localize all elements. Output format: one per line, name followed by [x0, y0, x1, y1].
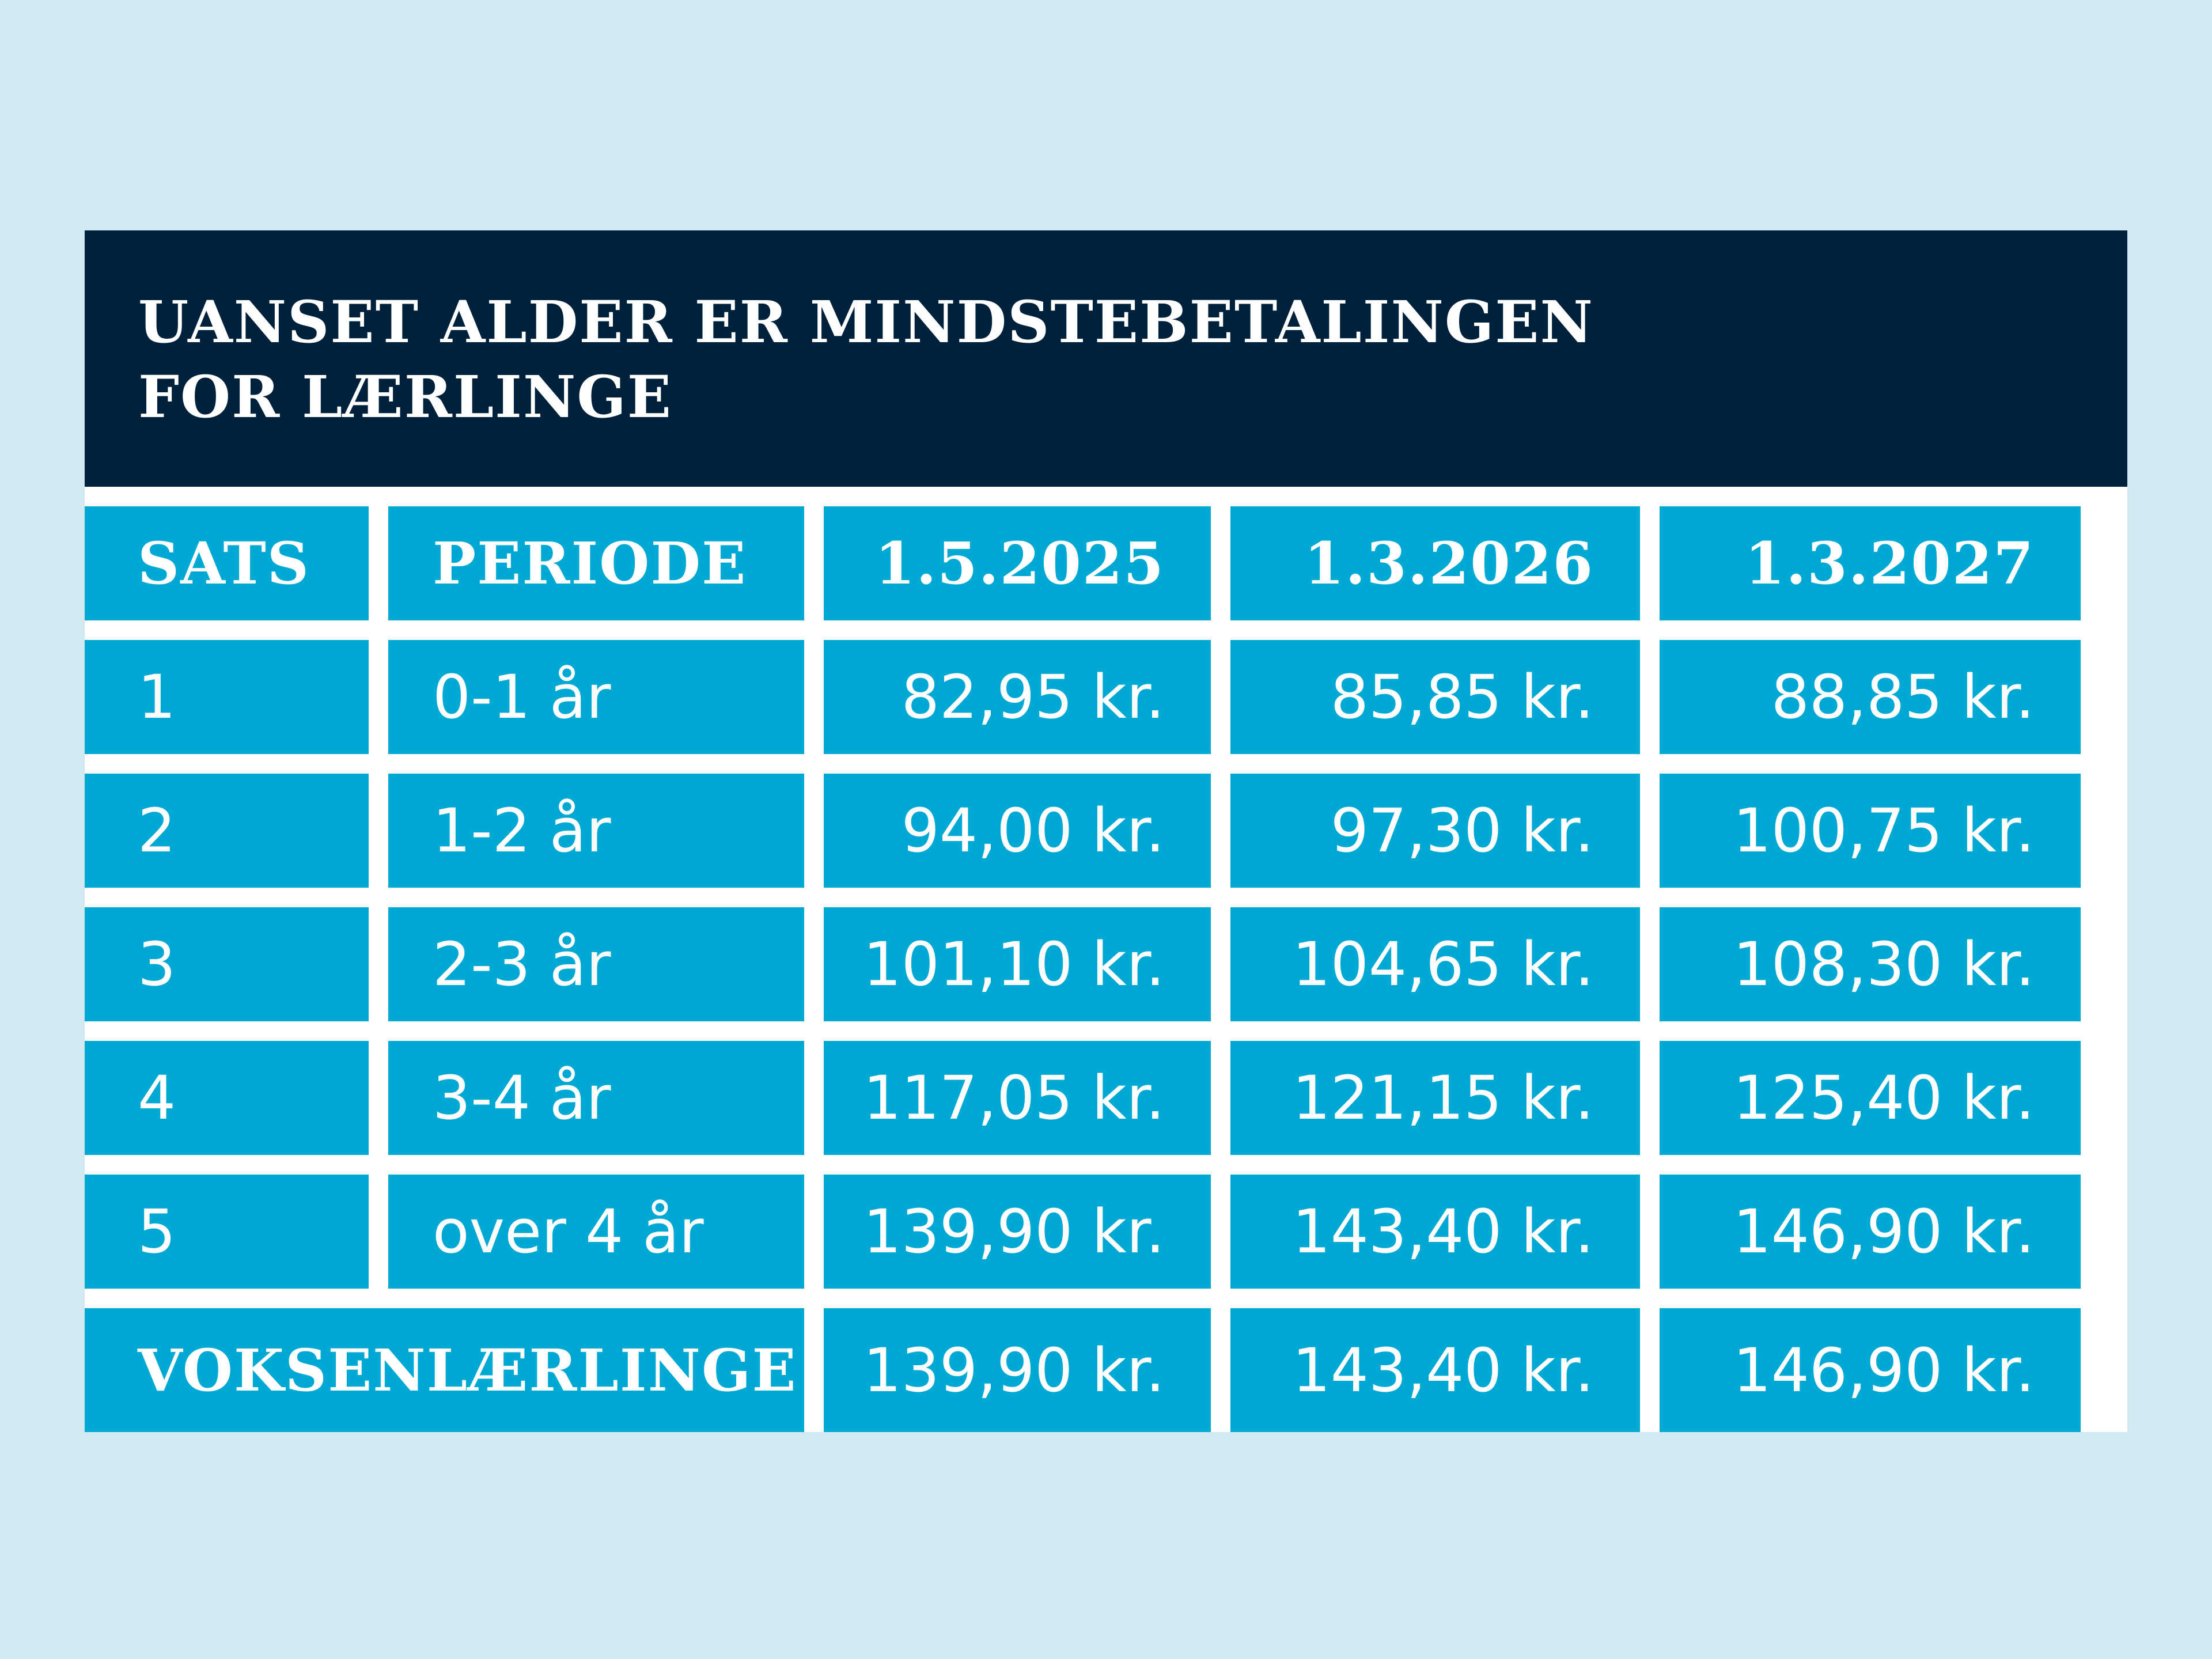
table-row: 3 2-3 år 101,10 kr. 104,65 kr. 108,30 kr…: [85, 907, 2127, 1021]
sats-cell: 5: [85, 1175, 369, 1289]
rate-2026-cell: 97,30 kr.: [1230, 774, 1640, 888]
column-header-2026: 1.3.2026: [1230, 506, 1640, 620]
rate-2025-cell: 117,05 kr.: [824, 1041, 1211, 1155]
periode-cell: 0-1 år: [388, 640, 804, 754]
sats-cell: 4: [85, 1041, 369, 1155]
rate-2026-cell: 85,85 kr.: [1230, 640, 1640, 754]
periode-cell: over 4 år: [388, 1175, 804, 1289]
column-header-sats: SATS: [85, 506, 369, 620]
adult-apprentice-row: VOKSENLÆRLINGE 139,90 kr. 143,40 kr. 146…: [85, 1308, 2127, 1432]
rate-2025-cell: 101,10 kr.: [824, 907, 1211, 1021]
rate-2025-cell: 94,00 kr.: [824, 774, 1211, 888]
adult-apprentice-label: VOKSENLÆRLINGE: [85, 1308, 804, 1432]
rate-2025-cell: 139,90 kr.: [824, 1175, 1211, 1289]
table-row: 1 0-1 år 82,95 kr. 85,85 kr. 88,85 kr.: [85, 640, 2127, 754]
table-header-row: SATS PERIODE 1.5.2025 1.3.2026 1.3.2027: [85, 506, 2127, 620]
table-row: 4 3-4 år 117,05 kr. 121,15 kr. 125,40 kr…: [85, 1041, 2127, 1155]
rate-2025-cell: 139,90 kr.: [824, 1308, 1211, 1432]
column-header-2025: 1.5.2025: [824, 506, 1211, 620]
rate-2026-cell: 121,15 kr.: [1230, 1041, 1640, 1155]
rate-2027-cell: 146,90 kr.: [1660, 1175, 2081, 1289]
rate-2027-cell: 146,90 kr.: [1660, 1308, 2081, 1432]
wage-table: SATS PERIODE 1.5.2025 1.3.2026 1.3.2027 …: [85, 487, 2127, 1432]
rate-2026-cell: 104,65 kr.: [1230, 907, 1640, 1021]
column-header-2027: 1.3.2027: [1660, 506, 2081, 620]
rate-2027-cell: 125,40 kr.: [1660, 1041, 2081, 1155]
table-row: 2 1-2 år 94,00 kr. 97,30 kr. 100,75 kr.: [85, 774, 2127, 888]
periode-cell: 3-4 år: [388, 1041, 804, 1155]
sats-cell: 2: [85, 774, 369, 888]
wage-table-card: UANSET ALDER ER MINDSTEBETALINGEN FOR LÆ…: [85, 230, 2127, 1432]
periode-cell: 2-3 år: [388, 907, 804, 1021]
rate-2027-cell: 88,85 kr.: [1660, 640, 2081, 754]
table-row: 5 over 4 år 139,90 kr. 143,40 kr. 146,90…: [85, 1175, 2127, 1289]
sats-cell: 1: [85, 640, 369, 754]
rate-2026-cell: 143,40 kr.: [1230, 1308, 1640, 1432]
table-header-banner: UANSET ALDER ER MINDSTEBETALINGEN FOR LÆ…: [85, 230, 2127, 487]
rate-2027-cell: 100,75 kr.: [1660, 774, 2081, 888]
sats-cell: 3: [85, 907, 369, 1021]
rate-2025-cell: 82,95 kr.: [824, 640, 1211, 754]
periode-cell: 1-2 år: [388, 774, 804, 888]
rate-2026-cell: 143,40 kr.: [1230, 1175, 1640, 1289]
rate-2027-cell: 108,30 kr.: [1660, 907, 2081, 1021]
table-title: UANSET ALDER ER MINDSTEBETALINGEN FOR LÆ…: [138, 288, 1594, 431]
column-header-periode: PERIODE: [388, 506, 804, 620]
